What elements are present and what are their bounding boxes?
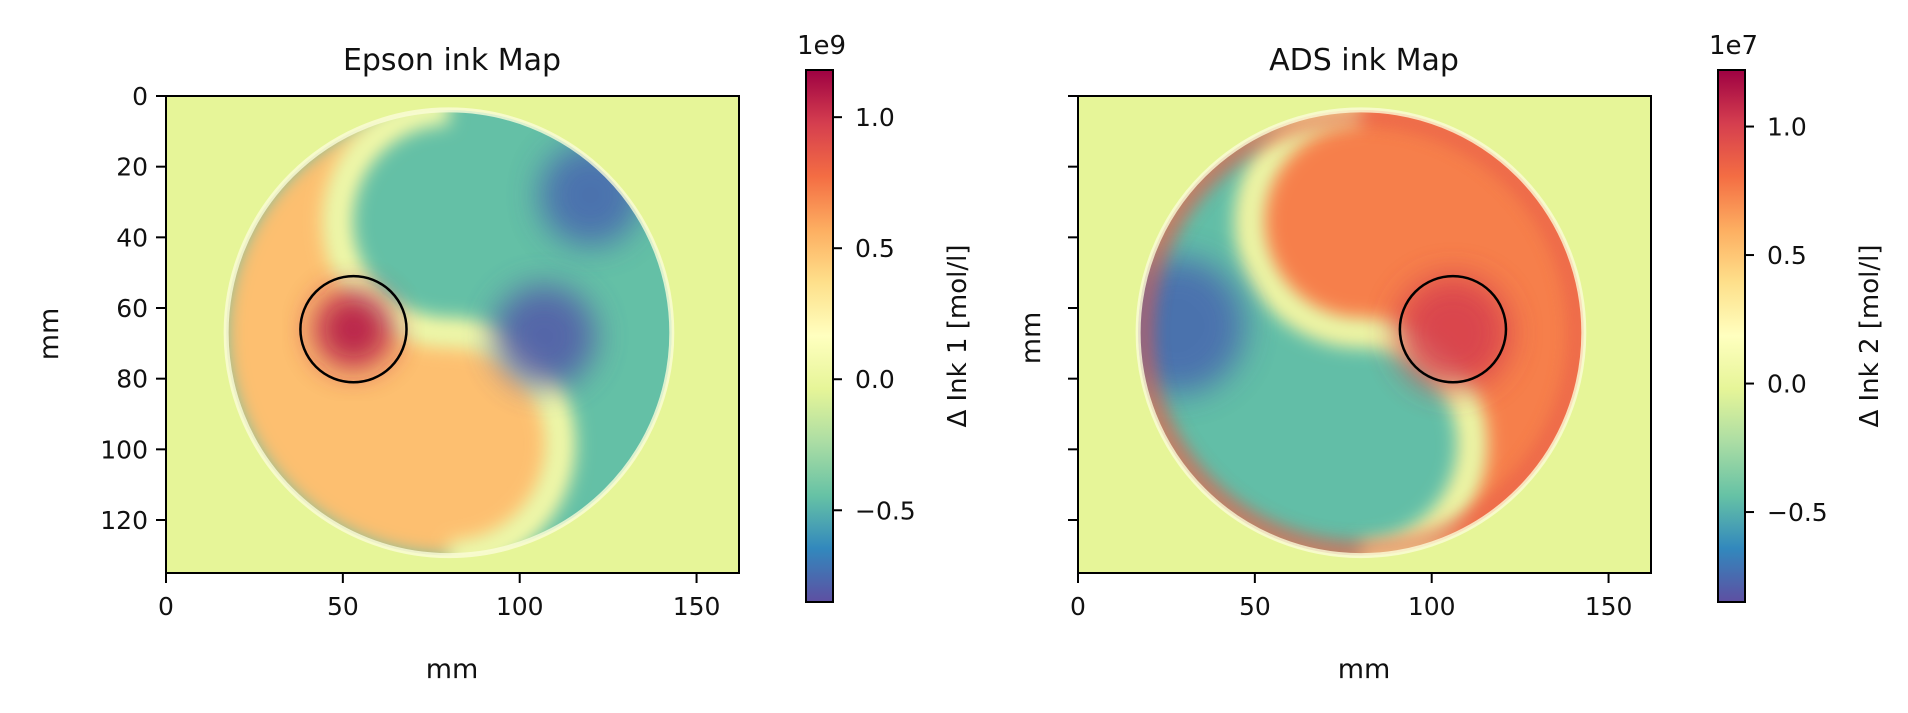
disk-edge bbox=[223, 107, 675, 559]
x-tick-label: 100 bbox=[496, 592, 544, 621]
y-tick-label: 120 bbox=[100, 506, 148, 535]
disk-edge bbox=[1135, 107, 1587, 559]
plot-frame bbox=[165, 95, 740, 574]
disk-boundary bbox=[322, 109, 576, 556]
disk-rim bbox=[1138, 109, 1584, 556]
colorbar-tick-label: −0.5 bbox=[1767, 498, 1828, 527]
colorbar-tick-label: 0.5 bbox=[1767, 241, 1807, 270]
disk-boundary bbox=[1234, 109, 1488, 556]
x-tick-label: 50 bbox=[1239, 592, 1271, 621]
y-tick-label: 20 bbox=[116, 153, 148, 182]
y-axis-ticks: 0 20 40 60 80 100 120 bbox=[100, 82, 166, 535]
x-tick-label: 150 bbox=[673, 592, 721, 621]
y-tick-label: 60 bbox=[116, 294, 148, 323]
x-tick-label: 100 bbox=[1408, 592, 1456, 621]
y-tick-label: 0 bbox=[132, 82, 148, 111]
heatmap-hotspot bbox=[1396, 276, 1510, 390]
x-axis-ticks: 0 50 100 150 bbox=[158, 573, 720, 621]
colorbar-label: Δ Ink 1 [mol/l] bbox=[943, 244, 973, 427]
colorbar-tick-label: −0.5 bbox=[855, 496, 916, 525]
y-axis-label: mm bbox=[34, 308, 65, 361]
colorbar-tick-label: 0.0 bbox=[1767, 370, 1807, 399]
region-circle-marker bbox=[299, 274, 408, 384]
heatmap-hotspot bbox=[493, 285, 596, 388]
x-axis-label: mm bbox=[1338, 654, 1391, 685]
colorbar bbox=[1717, 69, 1746, 603]
colorbar-tick-label: 0.0 bbox=[855, 365, 895, 394]
heatmap-area bbox=[1078, 96, 1651, 573]
colorbar-tick-label: 1.0 bbox=[1767, 113, 1807, 142]
x-axis-ticks: 0 50 100 150 bbox=[1070, 573, 1632, 621]
x-tick-label: 0 bbox=[158, 592, 174, 621]
colorbar-tick-label: 0.5 bbox=[855, 234, 895, 263]
y-tick-label: 40 bbox=[116, 223, 148, 252]
y-tick-label: 100 bbox=[100, 435, 148, 464]
x-axis-label: mm bbox=[426, 654, 479, 685]
heatmap-hotspot bbox=[313, 289, 394, 369]
x-tick-label: 150 bbox=[1585, 592, 1633, 621]
colorbar-ticks: −0.5 0.0 0.5 1.0 bbox=[833, 103, 916, 525]
x-tick-label: 50 bbox=[327, 592, 359, 621]
region-circle-marker bbox=[1398, 274, 1508, 384]
panel-title: Epson ink Map bbox=[343, 43, 561, 78]
colorbar-multiplier: 1e9 bbox=[797, 31, 846, 61]
panel-epson: Epson ink Map 0 50 100 150 020406080100120 … bbox=[34, 31, 973, 685]
panel-ads: ADS ink Map 0 50 100 150 mm mm −0.5 0.0 0.5 1.… bbox=[1016, 31, 1885, 685]
heatmap-disk bbox=[1135, 107, 1587, 559]
y-tick-label: 80 bbox=[116, 365, 148, 394]
y-axis-label: mm bbox=[1016, 312, 1047, 365]
colorbar-ticks: −0.5 0.0 0.5 1.0 bbox=[1745, 113, 1828, 527]
plot-frame bbox=[1077, 95, 1652, 574]
heatmap-area bbox=[166, 96, 739, 573]
colorbar-tick-label: 1.0 bbox=[855, 103, 895, 132]
colorbar-multiplier: 1e7 bbox=[1709, 31, 1758, 61]
colorbar-label: Δ Ink 2 [mol/l] bbox=[1855, 244, 1885, 427]
heatmap-disk bbox=[223, 107, 675, 559]
colorbar bbox=[805, 69, 834, 603]
x-tick-label: 0 bbox=[1070, 592, 1086, 621]
panel-title: ADS ink Map bbox=[1269, 43, 1459, 78]
y-axis-ticks bbox=[1068, 95, 1078, 521]
